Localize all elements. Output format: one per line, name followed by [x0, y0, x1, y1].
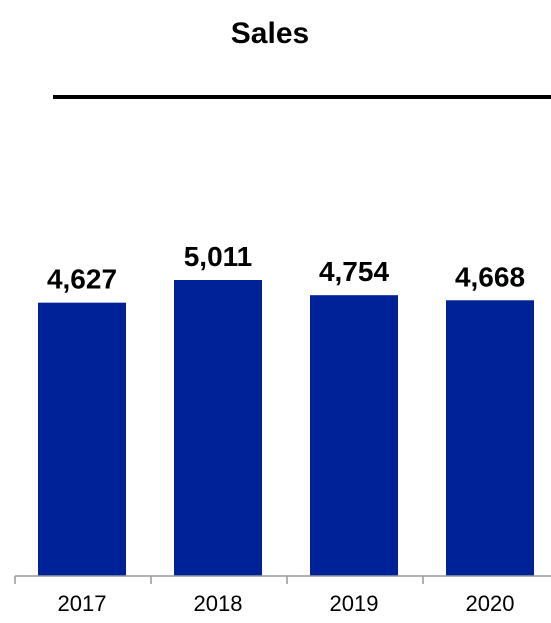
x-tick-label-2017: 2017 — [58, 591, 107, 616]
bars-group — [38, 280, 534, 576]
data-label-2018: 5,011 — [184, 241, 253, 272]
data-label-2019: 4,754 — [319, 256, 389, 287]
x-tick-label-2020: 2020 — [466, 591, 515, 616]
bar-2020 — [446, 300, 534, 576]
x-tick-label-2019: 2019 — [330, 591, 379, 616]
data-labels-group: 4,627 5,011 4,754 4,668 — [47, 241, 525, 295]
data-label-2017: 4,627 — [47, 264, 117, 295]
chart-title: Sales — [231, 17, 309, 50]
bar-2018 — [174, 280, 262, 576]
bar-2017 — [38, 302, 126, 576]
x-axis-ticks: 2017 2018 2019 2020 — [14, 576, 515, 616]
data-label-2020: 4,668 — [455, 261, 525, 292]
x-tick-label-2018: 2018 — [194, 591, 243, 616]
bar-2019 — [310, 295, 398, 576]
